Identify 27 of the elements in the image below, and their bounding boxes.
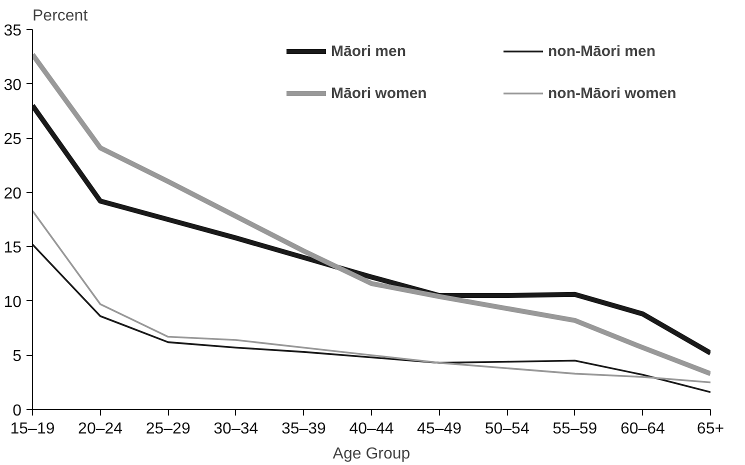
line-series: [32, 244, 710, 394]
x-tick-label: 15–19: [10, 420, 55, 438]
legend-label: Māori men: [331, 42, 408, 60]
y-tick-label: 20: [4, 185, 22, 202]
x-tick-label: 55–59: [552, 420, 598, 438]
x-tick-label: 25–29: [146, 420, 190, 438]
y-tick-label: 0: [12, 402, 22, 420]
x-axis-title: Age Group: [332, 446, 410, 462]
y-tick-label: 35: [4, 22, 22, 40]
x-tick-label: 50–54: [484, 420, 530, 438]
y-tick-label: 30: [4, 76, 22, 94]
y-tick-label: 15: [4, 240, 22, 257]
x-tick-label: 35–39: [281, 420, 326, 438]
legend-label: non-Māori men: [548, 42, 656, 60]
x-tick-label: 30–34: [214, 420, 258, 438]
line-series: [32, 210, 710, 384]
legend-label: Māori women: [331, 84, 428, 102]
x-tick-label: 45–49: [417, 420, 462, 438]
y-tick-label: 25: [4, 131, 22, 148]
y-tick-label: 10: [4, 294, 22, 311]
y-axis-title: Percent: [32, 8, 88, 24]
x-tick-label: 20–24: [78, 420, 123, 438]
x-tick-label: 60–64: [620, 420, 666, 438]
x-tick-label: 65+: [696, 420, 724, 438]
x-tick-label: 40–44: [349, 420, 394, 438]
legend-label: non-Māori women: [548, 84, 678, 102]
y-tick-label: 5: [12, 348, 22, 366]
